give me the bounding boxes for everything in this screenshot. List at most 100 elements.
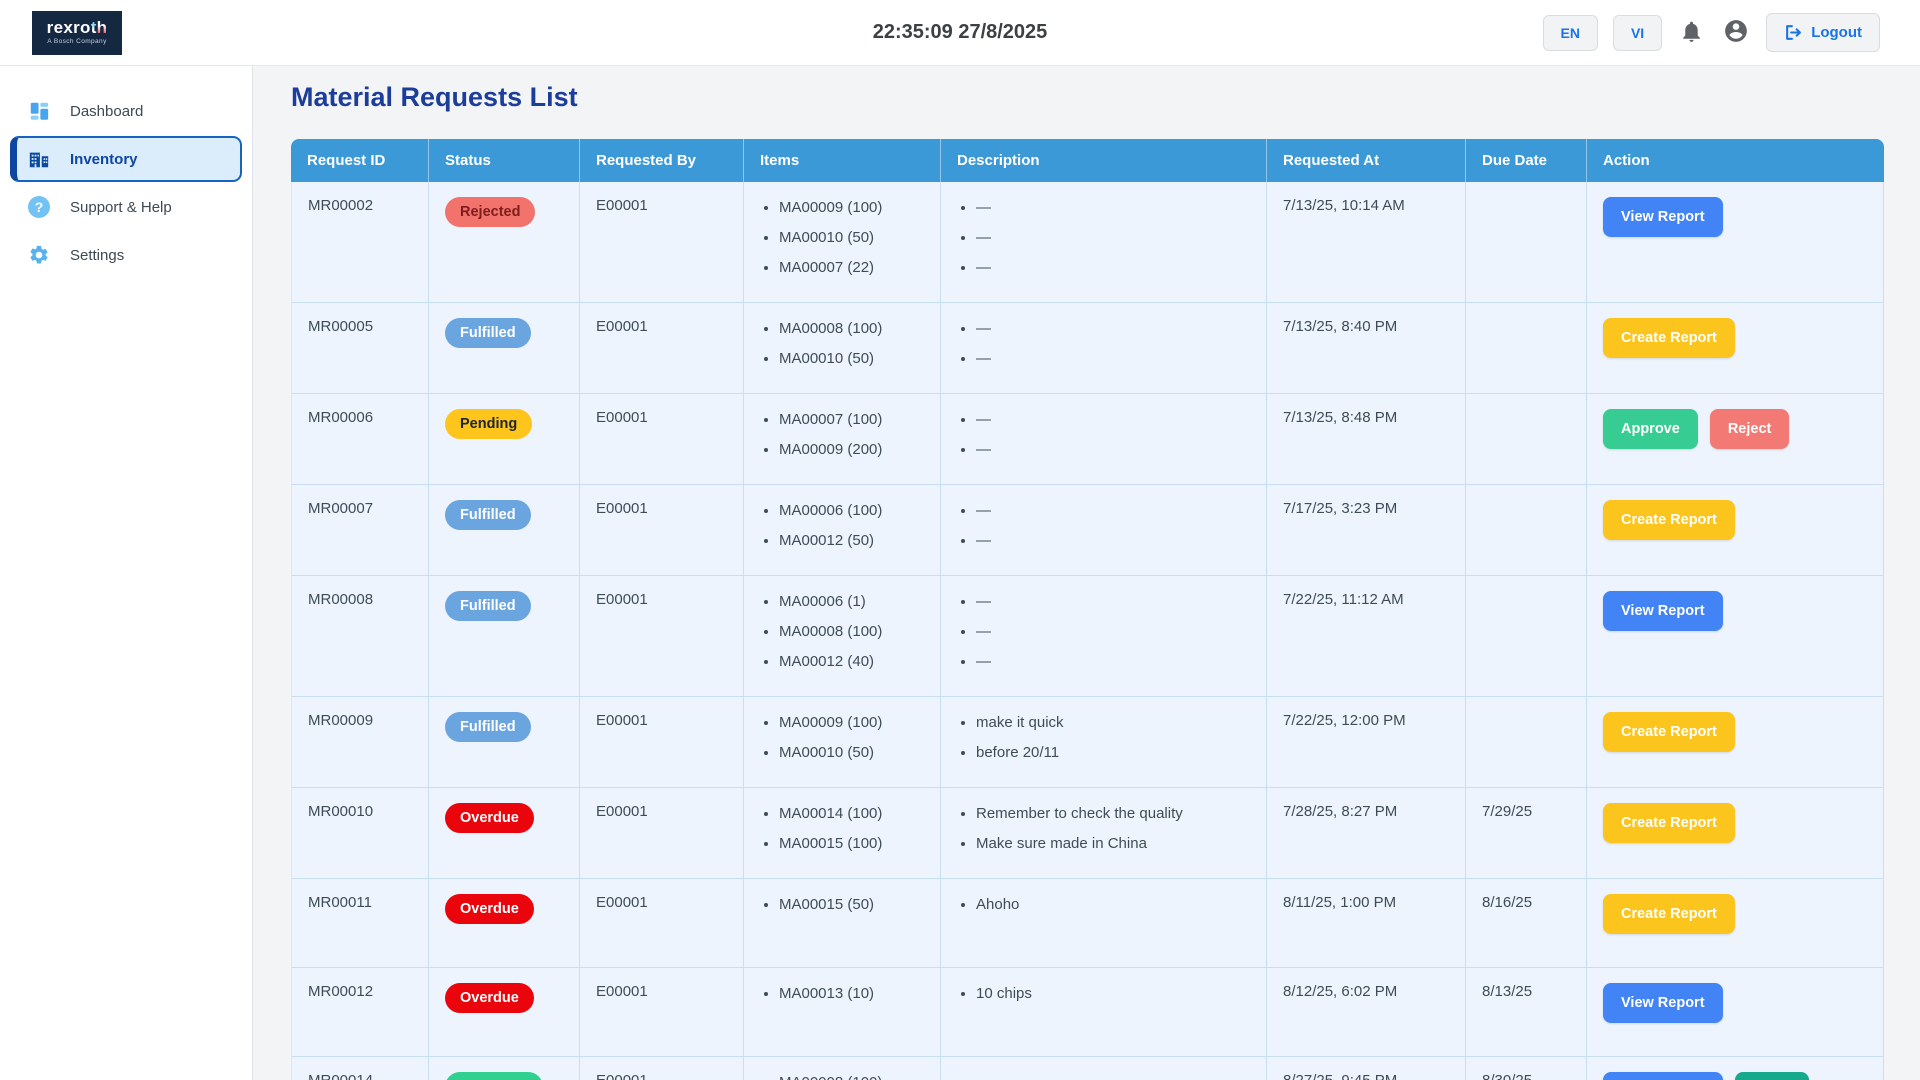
cell-due-date xyxy=(1466,303,1587,394)
sidebar-item-settings[interactable]: Settings xyxy=(10,232,242,278)
cell-items: MA00007 (100) MA00009 (200) xyxy=(744,394,941,485)
cell-list: Ahoho xyxy=(957,894,1250,915)
create-report-button[interactable]: Create Report xyxy=(1603,318,1735,358)
list-item: MA00007 (22) xyxy=(779,257,924,278)
create-report-button[interactable]: Create Report xyxy=(1603,500,1735,540)
sidebar-item-label: Dashboard xyxy=(70,102,144,120)
cell-status: Rejected xyxy=(429,182,580,303)
cell-requested-by: E00001 xyxy=(580,879,744,968)
list-item: MA00006 (100) xyxy=(779,500,924,521)
table-row: MR00007FulfilledE00001MA00006 (100)MA000… xyxy=(291,485,1884,576)
cell-requested-at: 7/28/25, 8:27 PM xyxy=(1267,788,1466,879)
cell-list: MA00008 (100)MA00013 (100) xyxy=(760,1072,924,1080)
cell-description: 10 chips xyxy=(941,968,1267,1057)
cell-requested-by: E00001 xyxy=(580,394,744,485)
rexroth-logo: rexroth A Bosch Company xyxy=(32,10,122,55)
cell-list: MA00008 (100) MA00010 (50) xyxy=(760,318,924,369)
cell-status: Fulfilled xyxy=(429,485,580,576)
cell-action: View Report xyxy=(1587,576,1884,697)
cell-list: MA00009 (100) MA00010 (50) xyxy=(760,712,924,763)
cell-due-date: 8/30/25 xyxy=(1466,1057,1587,1080)
cell-status: Fulfilled xyxy=(429,303,580,394)
cell-description: — — — xyxy=(941,576,1267,697)
material-requests-table: Request ID Status Requested By Items Des… xyxy=(291,139,1884,1080)
logo-subtitle: A Bosch Company xyxy=(47,38,107,46)
list-item: MA00010 (50) xyxy=(779,227,924,248)
cell-description: — — — xyxy=(941,182,1267,303)
cell-list: MA00006 (100) MA00012 (50) xyxy=(760,500,924,551)
cell-requested-at: 8/12/25, 6:02 PM xyxy=(1267,968,1466,1057)
list-item: make it quick xyxy=(976,712,1250,733)
status-badge: Fulfilled xyxy=(445,500,531,530)
view-report-button[interactable]: View Report xyxy=(1603,591,1723,631)
cell-items: MA00008 (100)MA00013 (100) xyxy=(744,1057,941,1080)
cell-list: —— xyxy=(957,409,1250,460)
help-icon: ? xyxy=(28,196,50,218)
cell-list: MA00013 (10) xyxy=(760,983,924,1004)
cell-description: —— xyxy=(941,1057,1267,1080)
create-report-button[interactable]: Create Report xyxy=(1603,803,1735,843)
status-badge: Fulfilled xyxy=(445,318,531,348)
cell-request-id: MR00002 xyxy=(291,182,429,303)
topbar-actions: EN VI Logout xyxy=(1542,13,1880,52)
cell-request-id: MR00009 xyxy=(291,697,429,788)
settings-icon xyxy=(28,244,50,266)
language-vi-button[interactable]: VI xyxy=(1612,14,1663,51)
approve-button[interactable]: Approve xyxy=(1603,409,1698,449)
list-item: MA00015 (100) xyxy=(779,833,924,854)
main-content: Material Requests List Request ID Status… xyxy=(253,66,1920,1080)
column-header-description: Description xyxy=(941,139,1267,182)
cell-request-id: MR00005 xyxy=(291,303,429,394)
cell-list: MA00007 (100) MA00009 (200) xyxy=(760,409,924,460)
table-row: MR00011 Overdue E00001 MA00015 (50) Ahoho 8/1… xyxy=(291,879,1884,968)
cell-items: MA00008 (100) MA00010 (50) xyxy=(744,303,941,394)
cell-requested-by: E00001 xyxy=(580,788,744,879)
sidebar-item-label: Settings xyxy=(70,246,125,264)
sidebar-item-inventory[interactable]: Inventory xyxy=(10,136,242,182)
list-item: MA00014 (100) xyxy=(779,803,924,824)
reject-button[interactable]: Reject xyxy=(1709,409,1790,449)
list-item: Ahoho xyxy=(976,894,1250,915)
status-badge: Overdue xyxy=(445,894,534,924)
list-item: MA00008 (100) xyxy=(779,621,924,642)
cell-items: MA00006 (1) MA00008 (100) MA00012 (40) xyxy=(744,576,941,697)
fulfill-button[interactable]: Fulfill xyxy=(1734,1072,1810,1080)
language-en-button[interactable]: EN xyxy=(1542,14,1598,51)
list-item: — xyxy=(976,651,1250,672)
list-item: MA00010 (50) xyxy=(779,348,924,369)
cell-request-id: MR00010 xyxy=(291,788,429,879)
notifications-button[interactable] xyxy=(1677,17,1706,49)
view-report-button[interactable]: View Report xyxy=(1603,983,1723,1023)
cell-status: Pending xyxy=(429,394,580,485)
cell-action: View Report Fulfill xyxy=(1587,1057,1884,1080)
list-item: MA00009 (100) xyxy=(779,197,924,218)
list-item: — xyxy=(976,530,1250,551)
view-report-button[interactable]: View Report xyxy=(1603,1072,1723,1080)
cell-list: 10 chips xyxy=(957,983,1250,1004)
create-report-button[interactable]: Create Report xyxy=(1603,894,1735,934)
cell-requested-by: E00001 xyxy=(580,182,744,303)
list-item: — xyxy=(976,257,1250,278)
status-badge: Pending xyxy=(445,409,533,439)
bell-icon xyxy=(1679,19,1704,47)
table-row: MR00006 Pending E00001 MA00007 (100) MA00009… xyxy=(291,394,1884,485)
list-item: MA00010 (50) xyxy=(779,742,924,763)
cell-list: make it quick before 20/11 xyxy=(957,712,1250,763)
sidebar-item-support-help[interactable]: ? Support & Help xyxy=(10,184,242,230)
datetime-clock: 22:35:09 27/8/2025 xyxy=(872,21,1048,43)
cell-requested-at: 7/17/25, 3:23 PM xyxy=(1267,485,1466,576)
view-report-button[interactable]: View Report xyxy=(1603,197,1723,237)
account-button[interactable] xyxy=(1721,16,1751,49)
create-report-button[interactable]: Create Report xyxy=(1603,712,1735,752)
sidebar-item-dashboard[interactable]: Dashboard xyxy=(10,88,242,134)
logout-button[interactable]: Logout xyxy=(1766,13,1880,52)
list-item: — xyxy=(976,439,1250,460)
top-bar: rexroth A Bosch Company 22:35:09 27/8/20… xyxy=(0,0,1920,66)
cell-requested-by: E00001 xyxy=(580,576,744,697)
cell-list: —— xyxy=(957,500,1250,551)
sidebar-item-label: Inventory xyxy=(70,150,138,168)
cell-due-date: 8/16/25 xyxy=(1466,879,1587,968)
cell-due-date: 8/13/25 xyxy=(1466,968,1587,1057)
status-badge: Fulfilled xyxy=(445,591,531,621)
cell-action: Create Report xyxy=(1587,485,1884,576)
